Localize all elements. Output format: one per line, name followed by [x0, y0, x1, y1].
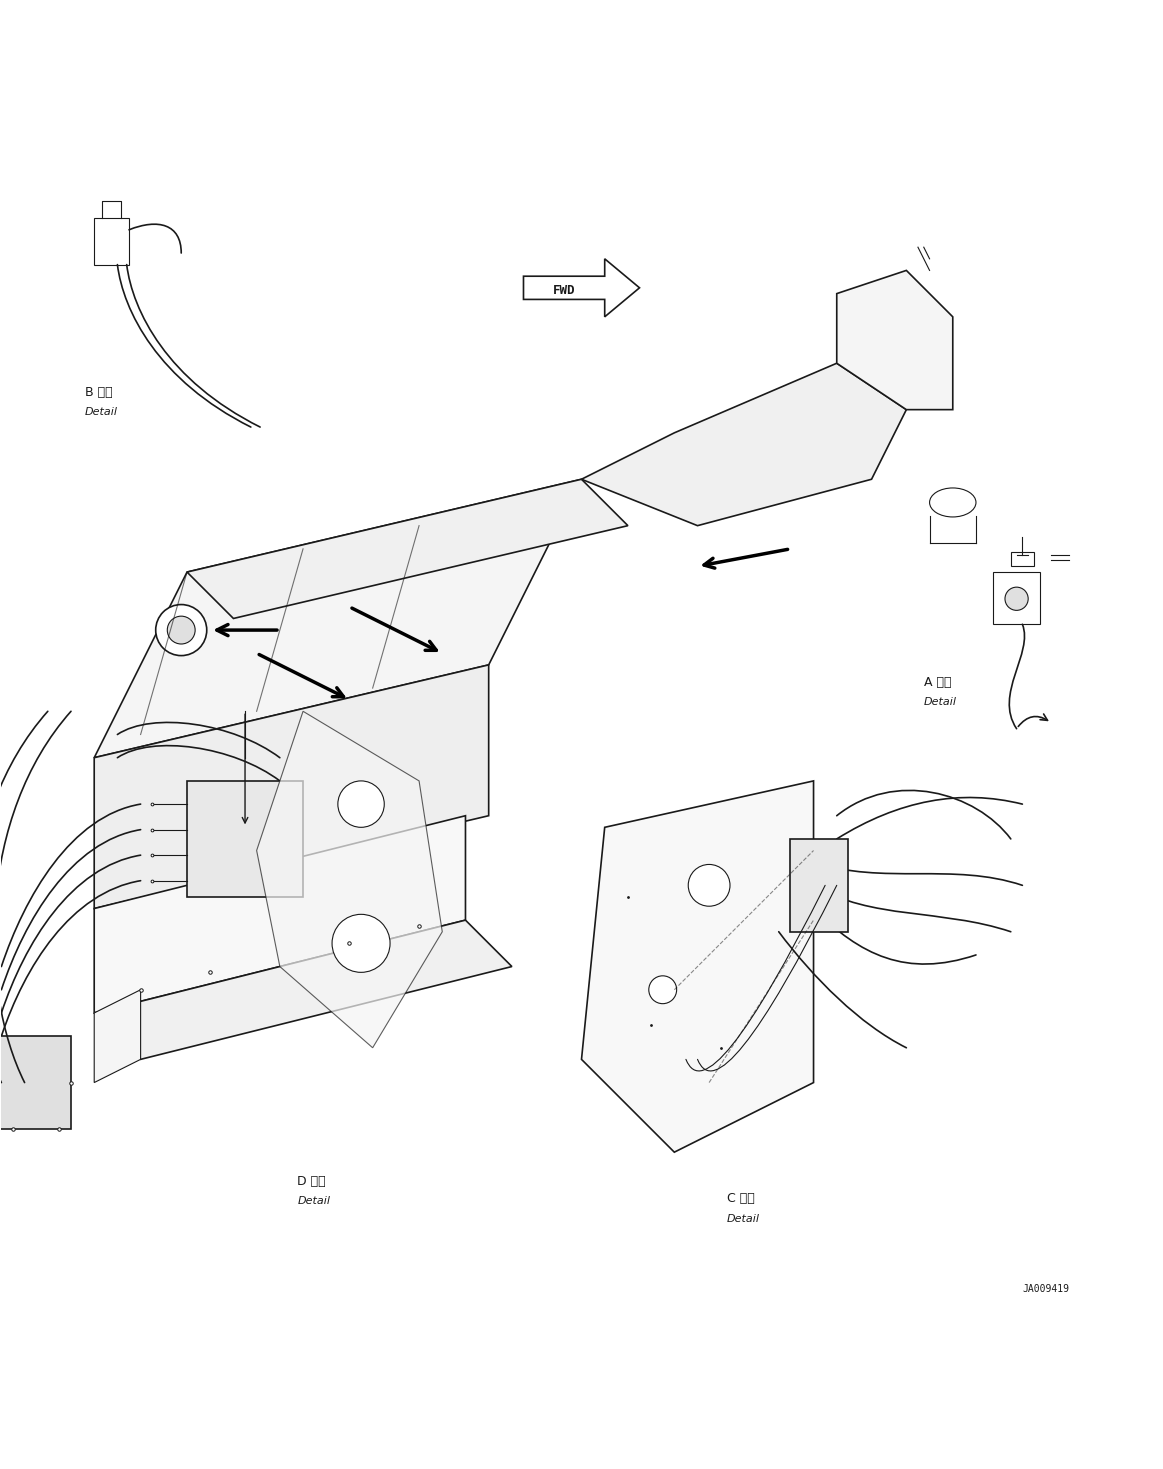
Circle shape: [338, 782, 384, 827]
FancyBboxPatch shape: [0, 1036, 71, 1130]
Polygon shape: [94, 920, 512, 1059]
Circle shape: [167, 616, 195, 643]
Text: Detail: Detail: [923, 696, 957, 707]
Circle shape: [688, 864, 730, 906]
Text: JA009419: JA009419: [1022, 1284, 1070, 1294]
Polygon shape: [836, 270, 952, 410]
Text: FWD: FWD: [552, 284, 576, 297]
Polygon shape: [94, 815, 465, 1014]
Polygon shape: [582, 782, 814, 1152]
Text: B 詳細: B 詳細: [85, 386, 113, 398]
Polygon shape: [257, 711, 442, 1047]
Text: Detail: Detail: [85, 407, 117, 417]
Polygon shape: [187, 479, 628, 618]
FancyBboxPatch shape: [94, 219, 129, 264]
Polygon shape: [94, 479, 582, 758]
FancyBboxPatch shape: [791, 839, 848, 931]
Text: A 詳細: A 詳細: [923, 676, 951, 689]
Polygon shape: [523, 259, 640, 317]
Text: D 詳細: D 詳細: [298, 1175, 326, 1187]
Circle shape: [156, 605, 207, 655]
FancyBboxPatch shape: [1011, 552, 1034, 566]
Circle shape: [1005, 588, 1028, 610]
Polygon shape: [582, 363, 906, 526]
FancyBboxPatch shape: [993, 571, 1040, 624]
Circle shape: [333, 914, 390, 972]
Text: C 詳細: C 詳細: [727, 1191, 755, 1205]
Ellipse shape: [929, 488, 976, 517]
FancyBboxPatch shape: [187, 782, 304, 898]
Text: Detail: Detail: [727, 1215, 759, 1225]
Polygon shape: [94, 665, 488, 908]
Circle shape: [649, 975, 677, 1003]
Text: Detail: Detail: [298, 1196, 330, 1206]
Polygon shape: [94, 990, 141, 1083]
